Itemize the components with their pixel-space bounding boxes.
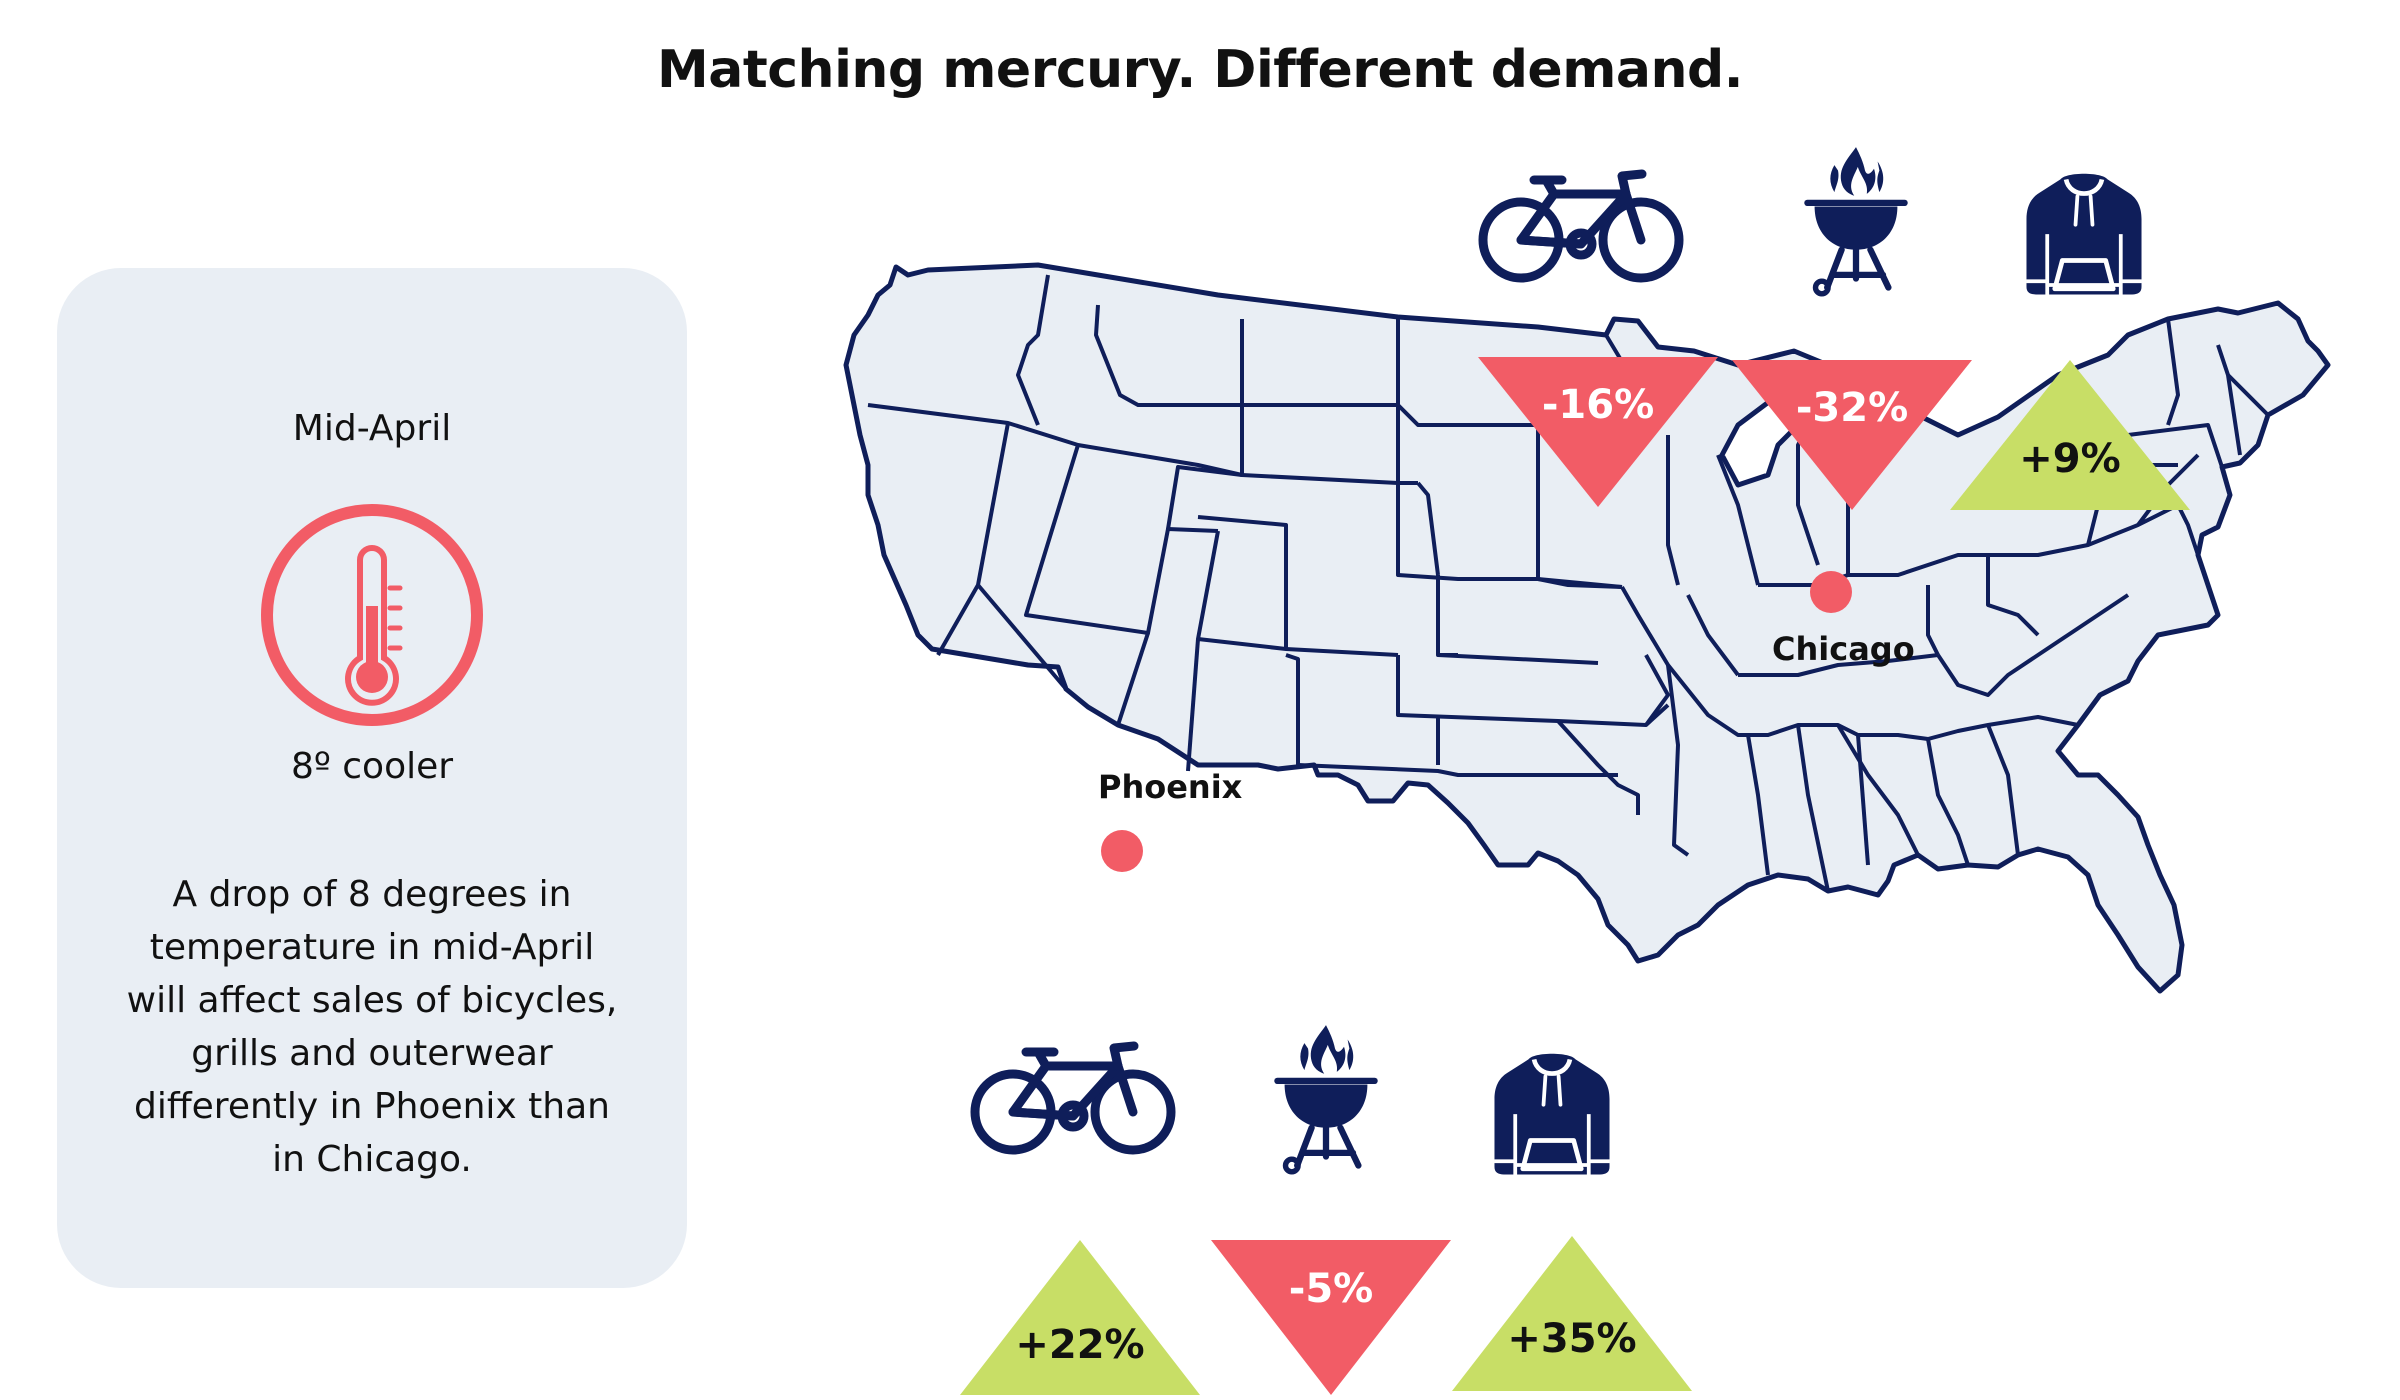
change-chicago-grills: -32% bbox=[1795, 385, 1909, 431]
city-label-chicago: Chicago bbox=[1772, 630, 1915, 668]
change-chicago-outerwear: +9% bbox=[2019, 436, 2121, 482]
panel-description: A drop of 8 degrees in temperature in mi… bbox=[126, 874, 618, 1180]
change-triangle-up bbox=[960, 1240, 1200, 1395]
bicycle-icon bbox=[1476, 168, 1686, 288]
state-borders bbox=[867, 274, 2270, 892]
bicycle-icon bbox=[968, 1040, 1178, 1160]
change-triangle-down bbox=[1732, 360, 1972, 510]
info-panel: Mid-April 8º cooler A drop of 8 degrees … bbox=[57, 268, 687, 1288]
grill-icon bbox=[1272, 1018, 1380, 1178]
us-map bbox=[843, 262, 2331, 994]
panel-date: Mid-April bbox=[292, 408, 452, 449]
city-dot-phoenix bbox=[1101, 830, 1143, 872]
change-phoenix-bicycles: +22% bbox=[1015, 1322, 1145, 1368]
hoodie-icon bbox=[1488, 1050, 1616, 1182]
hoodie-icon bbox=[2020, 170, 2148, 302]
thermometer-icon bbox=[261, 504, 483, 726]
page-title: Matching mercury. Different demand. bbox=[657, 40, 1743, 100]
change-triangle-down bbox=[1478, 357, 1718, 507]
city-dot-chicago bbox=[1810, 571, 1852, 613]
city-label-phoenix: Phoenix bbox=[1098, 768, 1243, 806]
change-chicago-bicycles: -16% bbox=[1541, 382, 1655, 428]
change-triangle-down bbox=[1211, 1240, 1451, 1395]
grill-icon bbox=[1802, 140, 1910, 300]
change-triangle-up bbox=[1950, 360, 2190, 510]
panel-delta: 8º cooler bbox=[290, 746, 454, 787]
change-phoenix-grills: -5% bbox=[1288, 1266, 1374, 1312]
us-outline bbox=[843, 262, 2331, 994]
change-phoenix-outerwear: +35% bbox=[1507, 1316, 1637, 1362]
change-triangle-up bbox=[1452, 1236, 1692, 1391]
